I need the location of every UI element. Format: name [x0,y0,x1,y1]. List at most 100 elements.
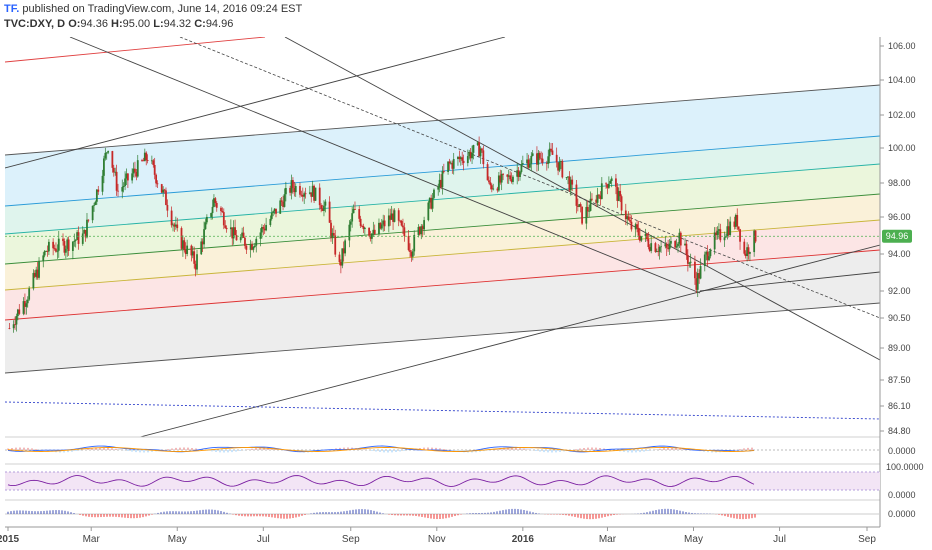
trendline[interactable] [5,401,880,420]
trendline[interactable] [699,271,880,292]
candle-body [183,240,186,250]
trendline[interactable] [179,37,880,319]
candle-body [569,179,572,191]
candle-body [359,218,362,226]
candle-body [153,164,156,175]
y-tick-label: 106.00 [888,41,916,51]
trendline[interactable] [5,37,266,63]
candle-body [606,184,609,188]
candle-body [581,206,583,224]
candle-body [121,187,124,192]
candle-body [224,225,227,228]
candle-body [658,246,661,252]
candle-body [275,208,277,214]
candle-body [488,180,490,183]
fib-level-line [5,219,880,291]
candle-body [35,269,38,277]
tradingview-logo[interactable]: TF. [4,3,20,15]
candle-body [112,167,115,173]
candle-body [627,216,630,220]
close-value: 94.96 [205,18,234,30]
macd-pane[interactable] [5,445,880,453]
candle-body [540,158,543,160]
candle-body [150,160,153,162]
histogram-pane[interactable] [5,508,880,520]
candle-body [430,197,433,209]
close-label: C: [194,18,206,30]
candle-body [695,278,698,290]
candle-body [205,216,208,223]
candle-body [160,184,163,193]
candle-body [165,190,167,205]
candle-body [341,248,344,266]
candle-body [526,159,528,164]
candle-body [311,185,314,197]
trendline[interactable] [69,37,701,294]
candle-body [200,241,203,255]
candle-body [331,233,334,238]
candle-body [132,168,135,174]
candle-body [706,251,709,261]
candle-body [617,190,620,201]
candle-body [698,273,701,279]
candle-body [28,288,31,300]
candle-body [173,224,176,227]
candle-body [86,219,88,238]
candle-body [241,232,244,238]
candle-body [499,175,502,183]
y-tick-label: 84.80 [888,426,911,436]
candle-body [442,171,445,173]
candle-body [492,188,495,190]
candle-body [736,215,739,227]
high-value: 95.00 [122,18,151,30]
candle-body [650,243,653,251]
candle-body [84,229,87,238]
rsi-pane[interactable] [5,471,880,491]
candle-body [626,216,629,220]
x-tick-label: May [168,534,187,545]
candle-body [239,237,242,241]
candle-body [94,201,97,206]
candle-body [186,245,189,254]
candle-body [688,262,691,264]
candle-body [657,251,660,252]
candle-body [184,249,187,254]
candle-body [142,160,145,162]
candle-body [482,150,485,165]
candles [8,136,757,333]
candle-body [607,183,610,188]
candle-body [351,213,354,222]
candle-body [320,205,323,209]
candle-body [469,151,472,159]
trendline[interactable] [5,37,506,169]
candle-body [135,171,138,177]
candle-body [489,182,492,186]
candle-body [111,151,114,168]
candle-body [753,230,756,253]
candle-body [269,218,272,226]
candle-body [476,142,479,146]
candle-body [402,225,404,228]
candle-body [66,239,69,249]
candle-body [749,252,751,254]
trendline[interactable] [139,244,880,437]
candle-body [342,248,345,254]
current-price-label: 94.96 [886,231,909,241]
symbol-label[interactable]: TVC:DXY, D [4,18,66,30]
candle-body [67,239,70,251]
trendline[interactable] [284,37,880,361]
candle-body [213,198,215,207]
chart-header: TF. published on TradingView.com, June 1… [4,2,874,34]
symbol-line: TVC:DXY, D O:94.36 H:95.00 L:94.32 C:94.… [4,17,874,32]
candle-body [531,153,534,156]
candle-body [726,226,729,236]
candle-body [519,171,521,177]
candle-body [705,251,708,255]
candle-body [468,151,471,157]
candle-body [334,235,337,255]
candle-body [234,227,236,236]
candle-body [589,198,592,211]
candle-body [131,173,134,181]
candle-body [599,195,602,199]
